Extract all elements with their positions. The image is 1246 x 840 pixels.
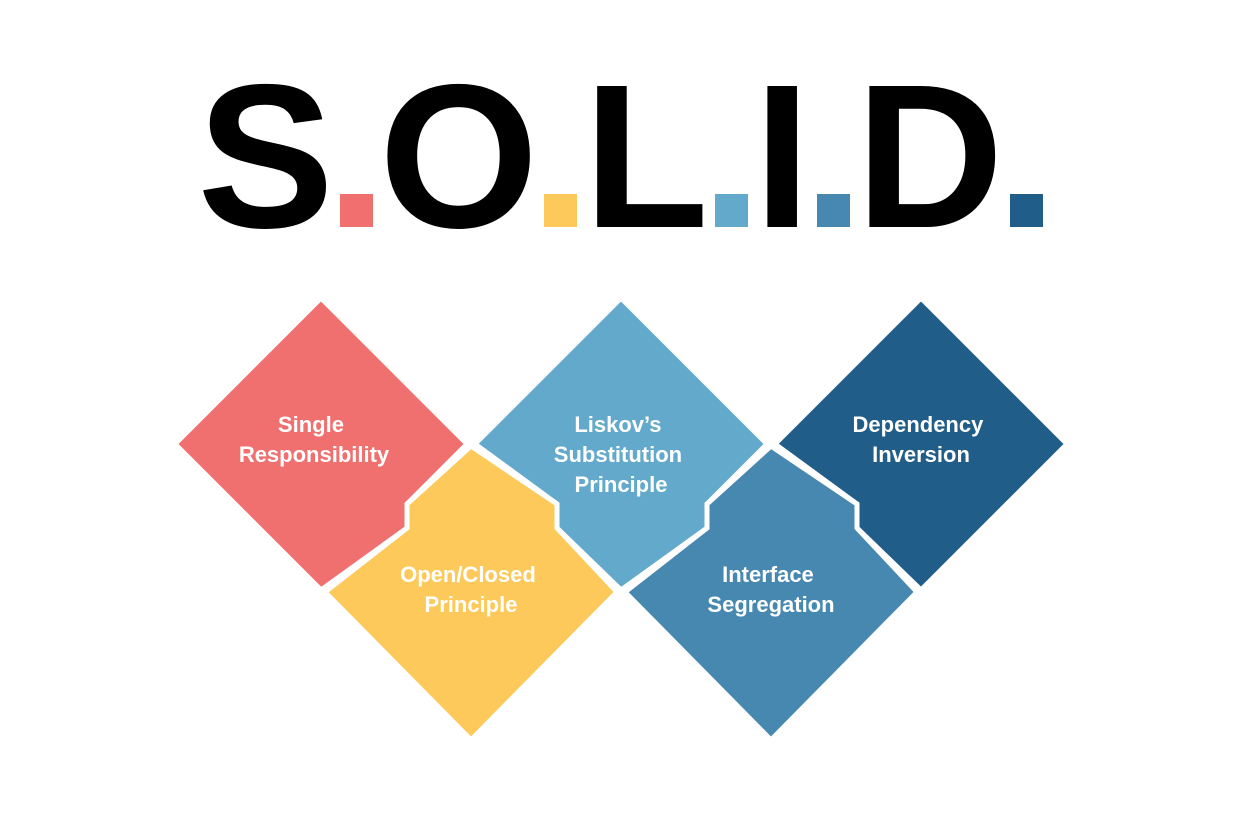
title-dot-i [816, 194, 850, 227]
principle-shape-liskov-substitution [471, 294, 771, 594]
principle-label-dependency-inversion: Dependency Inversion [853, 412, 990, 467]
principle-label-line: Responsibility [239, 442, 390, 467]
title-letter-l: L [583, 42, 708, 271]
principle-label-line: Liskov’s [574, 412, 661, 437]
principle-shape-open-closed [321, 442, 621, 744]
principle-label-line: Inversion [872, 442, 970, 467]
title-dot-l [714, 194, 748, 227]
principle-interface-segregation: Interface Segregation [621, 442, 921, 744]
principle-liskov-substitution: Liskov’s Substitution Principle [471, 294, 771, 594]
title-dot-s [340, 194, 373, 227]
principle-label-line: Dependency [853, 412, 985, 437]
principle-label-liskov-substitution: Liskov’s Substitution Principle [554, 412, 688, 497]
title-dot-d [1009, 194, 1043, 227]
principle-shape-interface-segregation [621, 442, 921, 744]
principle-label-single-responsibility: Single Responsibility [239, 412, 390, 467]
title-letter-i: I [753, 42, 811, 271]
principle-label-line: Principle [575, 472, 668, 497]
principle-label-interface-segregation: Interface Segregation [707, 562, 834, 617]
principle-label-line: Single [278, 412, 344, 437]
title-letter-d: D [855, 42, 1004, 271]
principle-label-line: Interface [722, 562, 814, 587]
principle-label-open-closed: Open/Closed Principle [400, 562, 542, 617]
title-dot-o [544, 194, 578, 227]
principle-open-closed: Open/Closed Principle [321, 442, 621, 744]
principle-label-line: Segregation [707, 592, 834, 617]
title-letter-s: S [197, 42, 334, 271]
principle-label-line: Substitution [554, 442, 682, 467]
principle-label-line: Open/Closed [400, 562, 536, 587]
principle-label-line: Principle [425, 592, 518, 617]
title-letter-o: O [379, 42, 538, 271]
